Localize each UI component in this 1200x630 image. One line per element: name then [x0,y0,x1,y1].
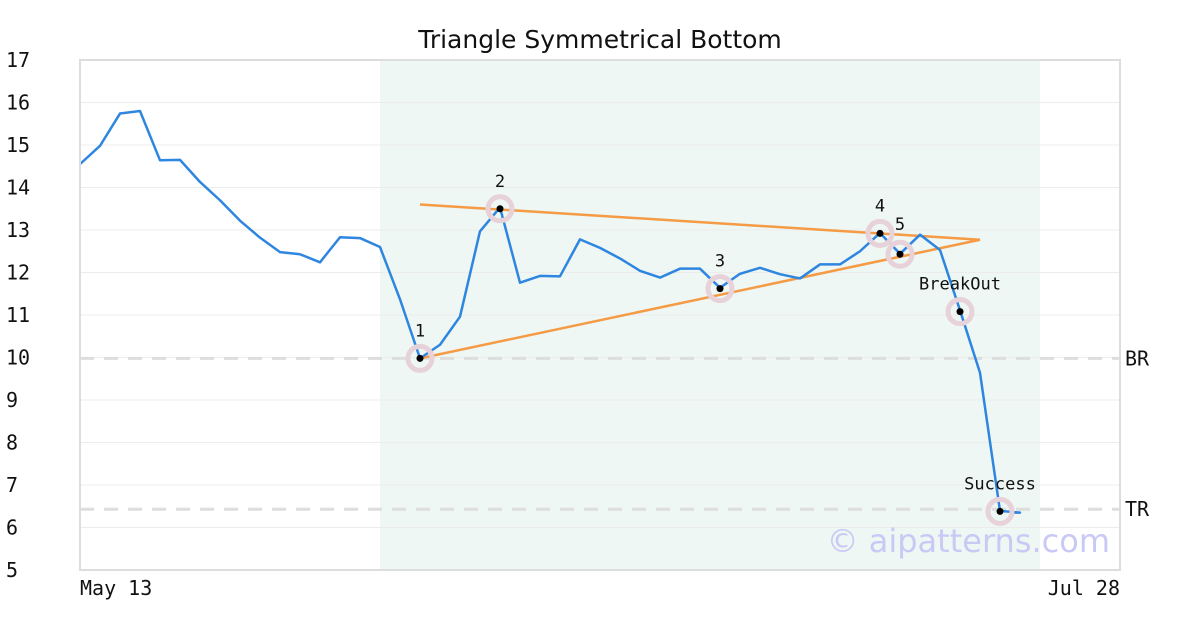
point-label: 2 [495,172,505,192]
point-label: Success [964,474,1036,494]
y-tick-label: 12 [6,261,30,285]
point-marker-ring [405,343,435,373]
level-label: BR [1125,346,1150,370]
chart-title: Triangle Symmetrical Bottom [417,25,782,54]
point-marker [996,507,1004,515]
point-marker-ring [945,297,975,327]
point-marker [496,205,504,213]
point-marker [896,250,904,258]
point-marker-ring [985,496,1015,526]
y-tick-label: 8 [6,431,18,455]
y-tick-label: 11 [6,303,30,327]
point-marker [716,285,724,293]
point-marker-ring [705,274,735,304]
x-tick-label: Jul 28 [1048,576,1120,600]
point-marker-ring [485,194,515,224]
y-tick-label: 14 [6,176,30,200]
point-marker-ring [885,239,915,269]
y-tick-label: 10 [6,346,30,370]
point-marker-ring [865,218,895,248]
point-label: BreakOut [919,275,1001,295]
watermark-layer: © aipatterns.com [827,522,1110,560]
y-tick-label: 7 [6,473,18,497]
point-label: 5 [895,215,905,235]
gridlines [80,102,1120,528]
y-tick-label: 13 [6,218,30,242]
y-tick-label: 5 [6,558,18,582]
level-lines: BR TR [80,346,1150,521]
y-tick-label: 9 [6,388,18,412]
pattern-points: 1 2 3 45 BreakOut Success [405,172,1036,526]
point-label: 3 [715,252,725,272]
watermark: © aipatterns.com [827,522,1110,560]
point-marker [416,354,424,362]
y-tick-label: 6 [6,516,18,540]
point-label: 1 [415,321,425,341]
plot-frame [79,59,1121,571]
point-label: 4 [875,196,885,216]
y-tick-label: 15 [6,133,30,157]
point-marker [956,308,964,316]
y-tick-label: 16 [6,91,30,115]
level-label: TR [1125,497,1150,521]
x-tick-label: May 13 [80,576,152,600]
y-tick-label: 17 [6,48,30,72]
point-marker [876,229,884,237]
